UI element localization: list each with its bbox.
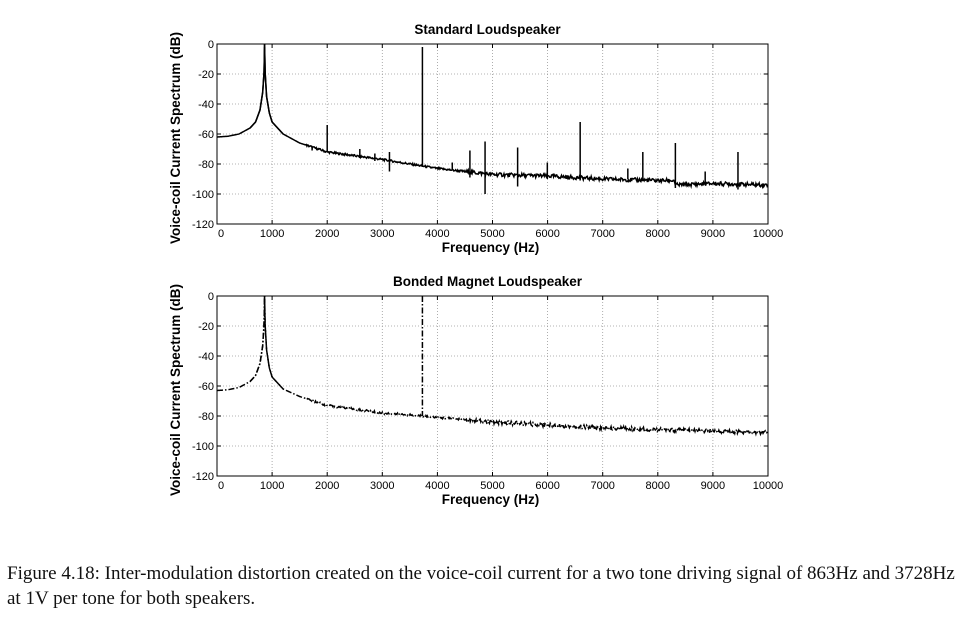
y-tick-label: -80 (198, 411, 214, 423)
x-tick-label: 8000 (646, 480, 670, 492)
x-tick-label: 3000 (370, 480, 394, 492)
y-tick-label: -60 (198, 381, 214, 393)
x-tick-label: 4000 (425, 228, 449, 240)
x-tick-label: 10000 (753, 228, 784, 240)
figure: 0 1000 2000 3000 4000 5000 6000 7000 8000 9000 100… (168, 22, 783, 507)
x-tick-label: 2000 (315, 480, 339, 492)
x-tick-label: 9000 (701, 480, 725, 492)
x-tick-label: 6000 (535, 480, 559, 492)
y-tick-label: 0 (208, 39, 214, 51)
x-tick-label: 7000 (590, 228, 614, 240)
fundamental-peak (249, 295, 284, 390)
x-tick-label: 6000 (535, 228, 559, 240)
x-tick-label: 0 (218, 480, 224, 492)
chart-panel-2: 0 1000 2000 3000 4000 5000 6000 7000 8000 9000 100… (168, 274, 783, 507)
x-tick-label: 5000 (480, 228, 504, 240)
x-tick-label: 4000 (425, 480, 449, 492)
figure-caption-label: Figure 4.18: (7, 563, 100, 584)
x-tick-label: 2000 (315, 228, 339, 240)
x-tick-label: 8000 (646, 228, 670, 240)
spectrum-line (216, 298, 769, 437)
y-tick-label: -80 (198, 159, 214, 171)
y-tick-label: -100 (192, 189, 214, 201)
x-tick-label: 1000 (260, 228, 284, 240)
x-tick-label: 9000 (701, 228, 725, 240)
y-tick-label: -20 (198, 69, 214, 81)
figure-caption: Figure 4.18: Inter-modulation distortion… (7, 561, 957, 611)
x-tick-label: 0 (218, 228, 224, 240)
chart-panel-1: 0 1000 2000 3000 4000 5000 6000 7000 8000 9000 100… (168, 22, 783, 255)
figure-caption-text: Inter-modulation distortion created on t… (7, 563, 955, 609)
y-tick-label: -120 (192, 471, 214, 483)
x-tick-label: 1000 (260, 480, 284, 492)
x-axis-label: Frequency (Hz) (442, 492, 540, 507)
x-tick-label: 10000 (753, 480, 784, 492)
y-tick-label: 0 (208, 291, 214, 303)
y-axis-label: Voice-coil Current Spectrum (dB) (168, 284, 183, 496)
x-tick-label: 5000 (480, 480, 504, 492)
x-axis-label: Frequency (Hz) (442, 240, 540, 255)
y-axis-label: Voice-coil Current Spectrum (dB) (168, 32, 183, 244)
chart-title: Bonded Magnet Loudspeaker (393, 274, 583, 289)
chart-title: Standard Loudspeaker (414, 22, 561, 37)
y-tick-label: -60 (198, 129, 214, 141)
y-tick-label: -20 (198, 321, 214, 333)
x-tick-label: 7000 (590, 480, 614, 492)
x-tick-label: 3000 (370, 228, 394, 240)
y-tick-label: -120 (192, 219, 214, 231)
y-tick-label: -40 (198, 351, 214, 363)
y-tick-label: -100 (192, 441, 214, 453)
y-tick-label: -40 (198, 99, 214, 111)
fundamental-peak (249, 43, 284, 135)
